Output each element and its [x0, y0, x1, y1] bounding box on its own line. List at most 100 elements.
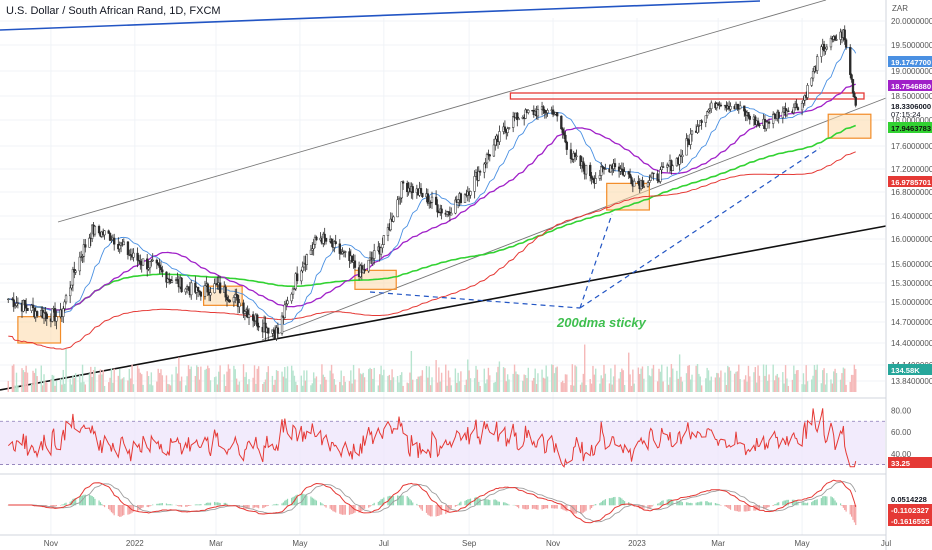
- macd-histogram-bar: [450, 505, 452, 509]
- volume-bar: [358, 368, 360, 392]
- macd-histogram-bar: [764, 505, 766, 510]
- macd-histogram-bar: [773, 504, 776, 506]
- macd-histogram-bar: [823, 496, 825, 506]
- resistance-zone[interactable]: [509, 92, 865, 100]
- volume-bar: [26, 372, 29, 392]
- volume-bar: [396, 376, 399, 392]
- annotation-arrow: [369, 291, 581, 309]
- candle-body: [26, 307, 29, 311]
- volume-bar: [515, 371, 517, 392]
- macd-histogram-bar: [141, 505, 143, 509]
- price-tick-label: 18.0000000: [891, 116, 932, 125]
- macd-histogram-bar: [324, 505, 326, 507]
- volume-bar: [457, 372, 459, 392]
- rsi-value-badge: 33.25: [891, 459, 911, 468]
- candle-body: [524, 109, 527, 119]
- volume-bar: [282, 376, 285, 392]
- candle-body: [22, 299, 25, 312]
- macd-histogram-bar: [739, 505, 741, 512]
- volume-bar: [483, 368, 485, 392]
- price-tick-label: 15.0000000: [891, 298, 932, 307]
- volume-bar: [274, 379, 276, 392]
- candle-body: [736, 103, 739, 109]
- candle-body: [108, 233, 112, 241]
- volume-bar: [709, 380, 711, 392]
- volume-bar: [787, 385, 790, 392]
- volume-bar: [390, 380, 392, 392]
- macd-histogram-bar: [214, 501, 216, 506]
- macd-histogram-bar: [196, 504, 198, 506]
- macd-histogram-bar: [286, 498, 289, 506]
- volume-bar: [564, 374, 567, 392]
- candle-body: [707, 109, 710, 113]
- macd-histogram-bar: [523, 505, 525, 510]
- macd-histogram-bar: [178, 505, 180, 507]
- candle-body: [758, 124, 761, 126]
- macd-histogram-bar: [456, 505, 458, 507]
- price-pane[interactable]: [0, 0, 887, 391]
- macd-histogram-bar: [127, 505, 129, 515]
- volume-bar: [582, 373, 585, 392]
- macd-histogram-bar: [223, 502, 225, 506]
- macd-histogram-bar: [81, 495, 84, 506]
- volume-bar: [688, 365, 690, 392]
- volume-bar: [147, 375, 150, 392]
- volume-bar: [74, 373, 77, 392]
- macd-histogram-bar: [505, 503, 507, 506]
- volume-bar: [295, 381, 297, 392]
- volume-bar: [658, 368, 660, 392]
- volume-bar: [546, 376, 549, 392]
- macd-histogram-bar: [262, 505, 264, 509]
- macd-histogram-bar: [108, 505, 110, 510]
- macd-pane[interactable]: [7, 479, 857, 526]
- volume-bar: [639, 374, 641, 392]
- volume-bar: [794, 373, 796, 392]
- macd-histogram-bar: [498, 501, 501, 506]
- candle-body: [203, 285, 207, 297]
- volume-bar: [123, 377, 125, 392]
- volume-bar: [359, 373, 362, 392]
- volume-bar: [94, 366, 96, 392]
- candle-body: [543, 109, 546, 114]
- volume-bar: [608, 383, 611, 392]
- volume-bar: [595, 368, 597, 392]
- macd-histogram-bar: [556, 505, 558, 509]
- annotation-text: 200dma sticky: [556, 315, 647, 330]
- macd-histogram-bar: [622, 499, 624, 506]
- candle-body: [485, 153, 489, 164]
- macd-histogram-bar: [377, 501, 379, 506]
- volume-bar: [281, 371, 283, 392]
- candle-body: [556, 112, 559, 117]
- macd-histogram-bar: [264, 505, 267, 507]
- volume-bar: [248, 379, 250, 392]
- macd-histogram-bar: [707, 502, 710, 506]
- volume-bar: [454, 368, 457, 392]
- volume-bar: [584, 344, 586, 392]
- volume-bar: [531, 380, 534, 392]
- candle-body: [561, 128, 564, 133]
- macd-histogram-bar: [169, 504, 172, 506]
- macd-histogram-bar: [457, 504, 459, 506]
- volume-bar: [50, 379, 52, 392]
- macd-histogram-bar: [749, 505, 751, 512]
- candle-body: [686, 138, 690, 142]
- candle-body: [139, 260, 142, 265]
- volume-bar: [264, 379, 267, 392]
- candle-body: [276, 327, 280, 334]
- macd-histogram-bar: [621, 498, 623, 506]
- macd-histogram-bar: [207, 502, 209, 506]
- volume-bar: [197, 366, 199, 392]
- rsi-pane[interactable]: [0, 408, 885, 468]
- volume-bar: [271, 375, 274, 392]
- volume-bar: [406, 382, 408, 392]
- volume-bar: [728, 367, 730, 392]
- ma200-value-badge: 17.9463783: [891, 124, 931, 133]
- candle-body: [803, 95, 806, 101]
- candle-body: [53, 308, 57, 322]
- volume-bar: [128, 368, 131, 392]
- macd-histogram-bar: [277, 504, 279, 506]
- candle-body: [64, 295, 68, 303]
- candle-body: [569, 149, 573, 159]
- volume-bar: [777, 377, 780, 392]
